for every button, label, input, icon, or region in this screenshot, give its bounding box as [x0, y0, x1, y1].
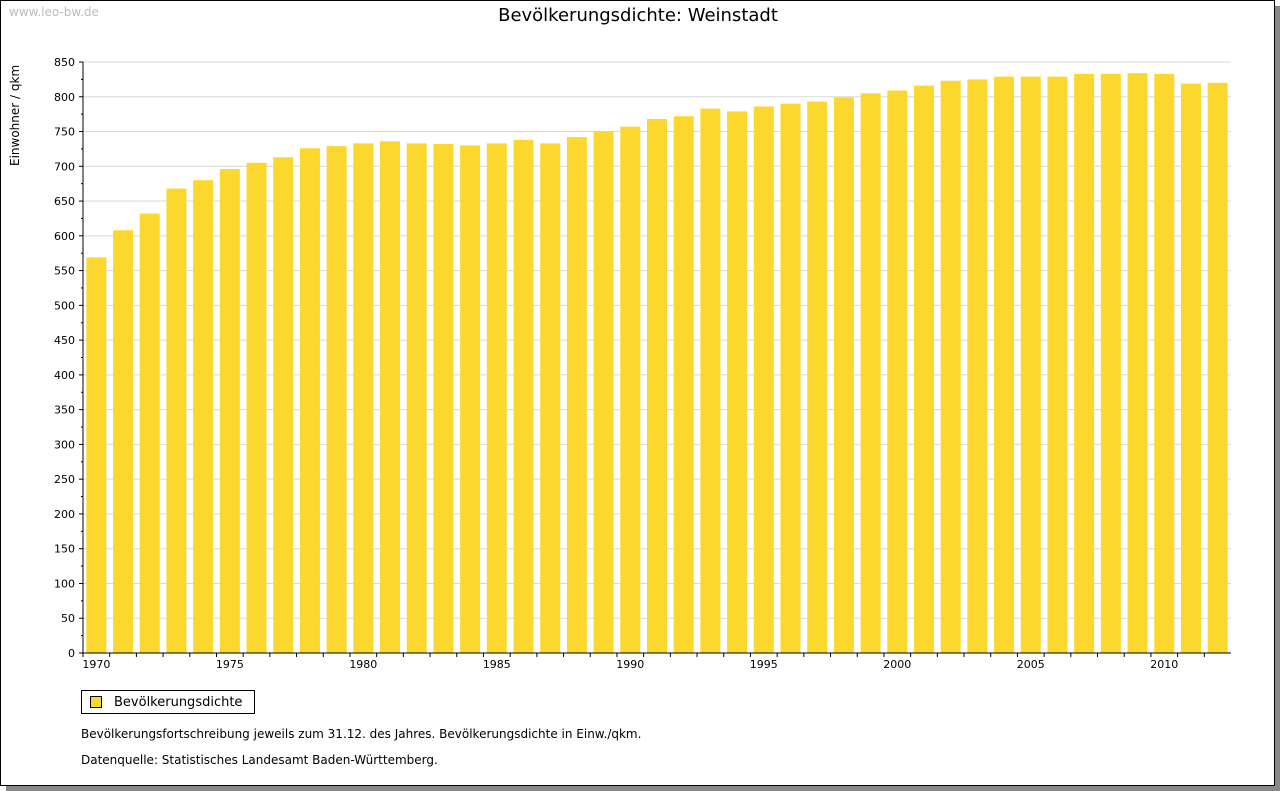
- y-tick-label: 200: [54, 508, 75, 521]
- bar-2010: [1154, 73, 1175, 653]
- bar-2008: [1100, 73, 1121, 653]
- bar-1984: [460, 145, 481, 653]
- x-tick-label: 1985: [483, 658, 511, 671]
- bar-1978: [299, 148, 320, 653]
- bar-2000: [887, 90, 908, 653]
- bar-1999: [860, 93, 881, 654]
- bar-1992: [673, 116, 694, 654]
- note-description: Bevölkerungsfortschreibung jeweils zum 3…: [81, 727, 642, 741]
- y-tick-label: 700: [54, 160, 75, 173]
- bar-1997: [807, 101, 828, 653]
- legend-swatch: [90, 696, 102, 708]
- y-tick-label: 450: [54, 334, 75, 347]
- bar-1983: [433, 144, 454, 653]
- bar-1998: [833, 97, 854, 653]
- plot-area: 0 50 100 150 200 250 300 350 400 450 500 550 600 650 7…: [54, 56, 1231, 671]
- bar-1995: [753, 106, 774, 653]
- bar-1996: [780, 103, 801, 653]
- bar-1993: [700, 108, 721, 653]
- y-tick-label: 300: [54, 438, 75, 451]
- bar-2003: [967, 79, 988, 654]
- x-tick-label: 1990: [616, 658, 644, 671]
- note-source: Datenquelle: Statistisches Landesamt Bad…: [81, 753, 438, 767]
- x-tick-label: 1980: [349, 658, 377, 671]
- bar-1981: [380, 141, 401, 653]
- bar-1979: [326, 146, 347, 653]
- bar-1972: [139, 213, 160, 654]
- bar-1985: [486, 143, 507, 653]
- bar-1975: [219, 169, 240, 653]
- bar-1982: [406, 143, 427, 653]
- x-tick-label: 1970: [82, 658, 110, 671]
- bar-1974: [193, 180, 214, 653]
- y-tick-label: 0: [68, 647, 75, 660]
- bar-2005: [1020, 76, 1041, 653]
- bar-2011: [1180, 83, 1201, 653]
- bar-1989: [593, 131, 614, 653]
- bar-2012: [1207, 82, 1228, 653]
- bar-1973: [166, 188, 187, 654]
- bar-1980: [353, 143, 374, 653]
- y-tick-label: 250: [54, 473, 75, 486]
- y-tick-label: 550: [54, 265, 75, 278]
- y-tick-label: 100: [54, 577, 75, 590]
- x-tick-label: 2000: [883, 658, 911, 671]
- bar-1987: [540, 143, 561, 653]
- bar-1970: [86, 257, 107, 653]
- y-tick-label: 650: [54, 195, 75, 208]
- y-tick-label: 50: [61, 612, 75, 625]
- bar-1971: [113, 230, 134, 653]
- bar-2002: [940, 80, 961, 653]
- y-tick-label: 800: [54, 91, 75, 104]
- bar-2007: [1074, 73, 1095, 653]
- legend-label: Bevölkerungsdichte: [114, 694, 243, 710]
- y-tick-label: 350: [54, 404, 75, 417]
- bar-2001: [913, 85, 934, 653]
- bar-1977: [273, 157, 294, 653]
- bar-1990: [620, 126, 641, 653]
- bar-1986: [513, 139, 534, 654]
- y-tick-label: 500: [54, 299, 75, 312]
- y-tick-label: 750: [54, 126, 75, 139]
- x-tick-label: 2010: [1150, 658, 1178, 671]
- bar-2004: [994, 76, 1015, 653]
- watermark: www.leo-bw.de: [9, 5, 99, 19]
- bar-2006: [1047, 76, 1068, 653]
- bar-1976: [246, 162, 267, 654]
- y-tick-label: 850: [54, 56, 75, 69]
- bar-1988: [566, 137, 587, 653]
- y-tick-label: 400: [54, 369, 75, 382]
- y-tick-label: 600: [54, 230, 75, 243]
- y-tick-label: 150: [54, 543, 75, 556]
- chart-title: Bevölkerungsdichte: Weinstadt: [498, 5, 778, 26]
- bar-1994: [727, 111, 748, 653]
- bar-2009: [1127, 73, 1148, 654]
- bar-1991: [647, 119, 667, 654]
- x-tick-label: 1975: [216, 658, 244, 671]
- x-tick-label: 1995: [750, 658, 778, 671]
- legend: Bevölkerungsdichte: [81, 690, 256, 714]
- x-tick-label: 2005: [1017, 658, 1045, 671]
